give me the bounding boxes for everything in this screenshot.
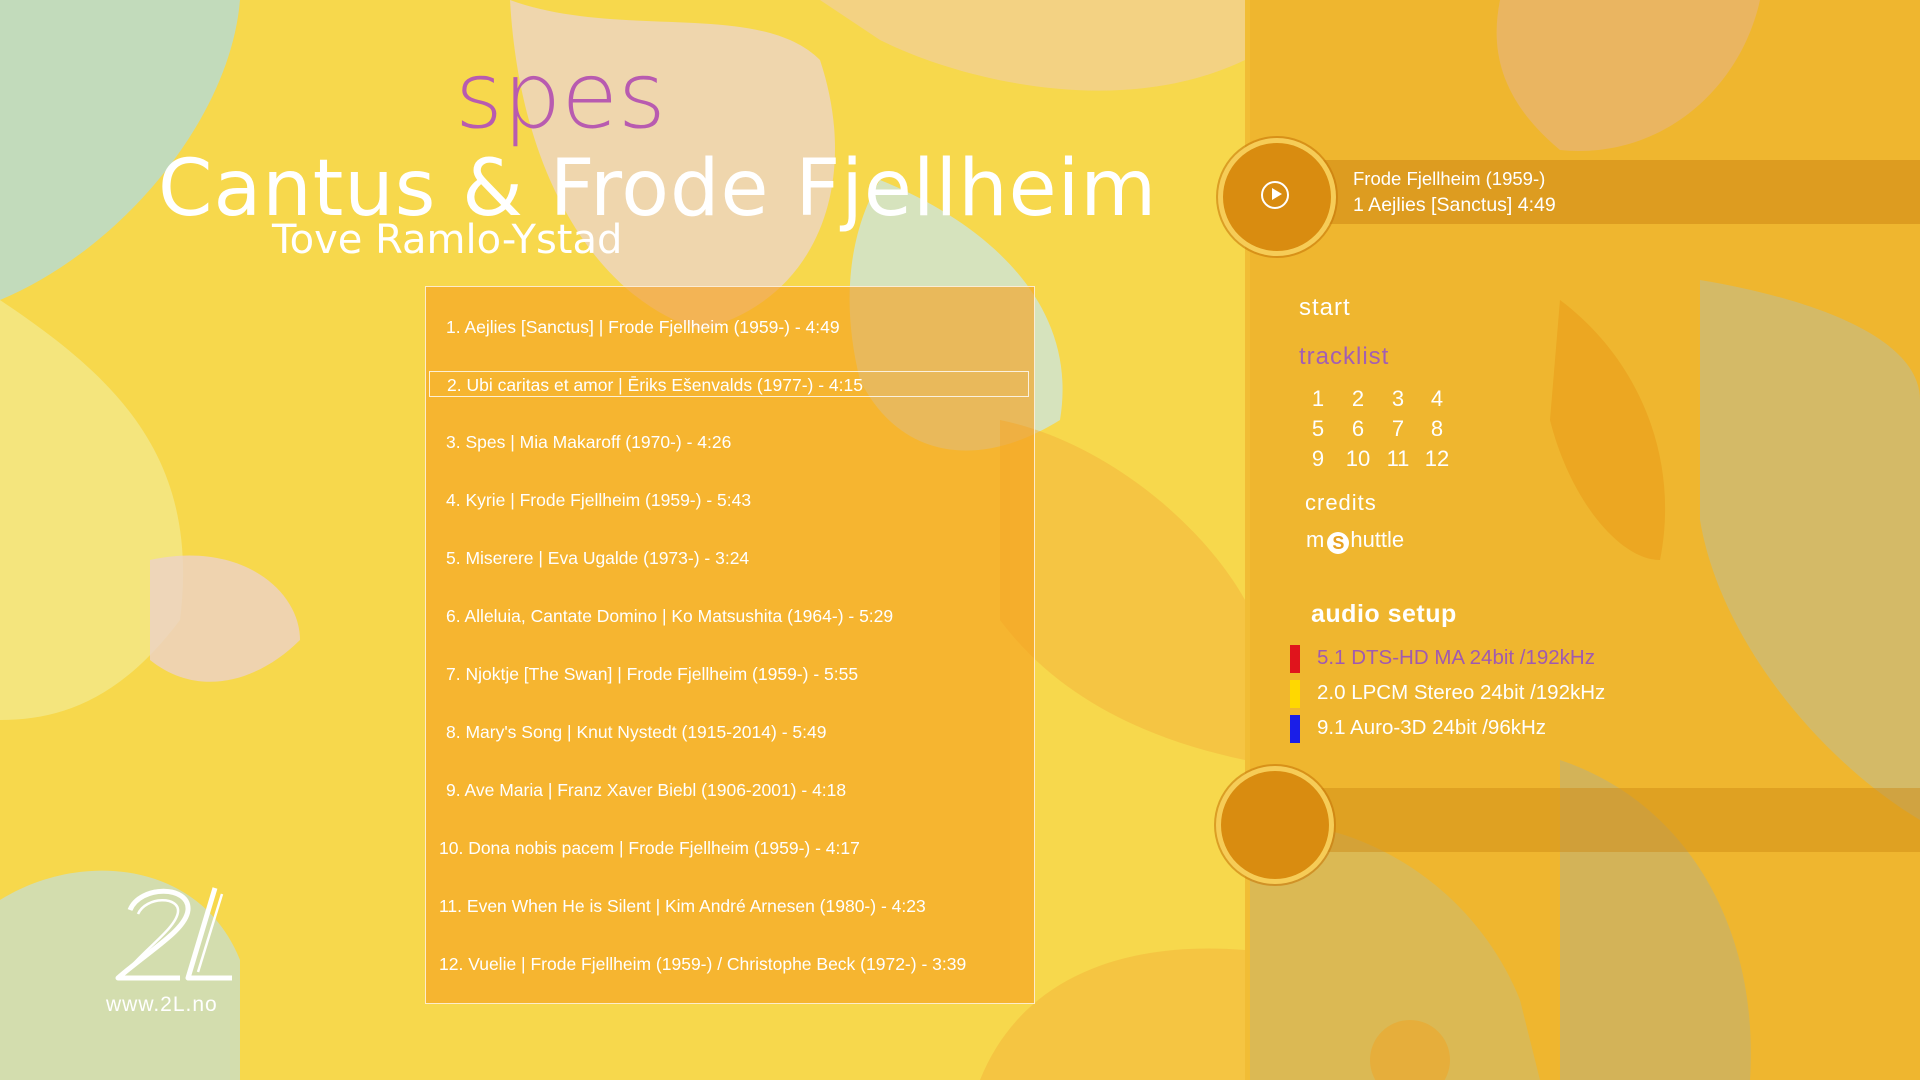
- track-row-9[interactable]: 9. Ave Maria | Franz Xaver Biebl (1906-2…: [446, 780, 847, 800]
- track-number-8[interactable]: 8: [1430, 416, 1444, 441]
- track-row-6[interactable]: 6. Alleluia, Cantate Domino | Ko Matsush…: [446, 606, 894, 626]
- track-number-3[interactable]: 3: [1391, 386, 1405, 411]
- label-url[interactable]: www.2L.no: [106, 993, 218, 1016]
- audio-option-label: 9.1 Auro-3D 24bit /96kHz: [1317, 716, 1547, 739]
- audio-option-dts[interactable]: 5.1 DTS-HD MA 24bit /192kHz: [1290, 643, 1595, 673]
- menu-start[interactable]: start: [1299, 294, 1351, 321]
- track-row-2[interactable]: 2. Ubi caritas et amor | Ēriks Ešenvalds…: [429, 371, 1029, 397]
- track-row-1[interactable]: 1. Aejlies [Sanctus] | Frode Fjellheim (…: [446, 317, 840, 337]
- menu-tracklist[interactable]: tracklist: [1299, 343, 1390, 370]
- album-title: spes: [455, 42, 666, 149]
- soloist-title: Tove Ramlo-Ystad: [272, 217, 623, 263]
- mshuttle-s-icon: S: [1327, 532, 1350, 554]
- track-number-7[interactable]: 7: [1391, 416, 1405, 441]
- track-number-11[interactable]: 11: [1386, 446, 1410, 471]
- track-number-6[interactable]: 6: [1351, 416, 1365, 441]
- track-row-3[interactable]: 3. Spes | Mia Makaroff (1970-) - 4:26: [446, 432, 732, 452]
- now-playing-track: 1 Aejlies [Sanctus] 4:49: [1353, 194, 1556, 216]
- track-number-5[interactable]: 5: [1311, 416, 1325, 441]
- track-number-1[interactable]: 1: [1311, 386, 1325, 411]
- mshuttle-suffix: huttle: [1350, 527, 1405, 552]
- audio-setup-title: audio setup: [1311, 600, 1457, 628]
- now-playing-composer: Frode Fjellheim (1959-): [1353, 168, 1546, 189]
- yellow-swatch-icon: [1290, 679, 1300, 708]
- track-number-12[interactable]: 12: [1424, 446, 1450, 471]
- track-row-11[interactable]: 11. Even When He is Silent | Kim André A…: [439, 896, 926, 916]
- track-number-4[interactable]: 4: [1430, 386, 1444, 411]
- audio-option-label: 5.1 DTS-HD MA 24bit /192kHz: [1317, 646, 1595, 669]
- now-playing-band: [1272, 160, 1920, 224]
- track-row-12[interactable]: 12. Vuelie | Frode Fjellheim (1959-) / C…: [439, 954, 967, 974]
- secondary-disc-button[interactable]: [1216, 766, 1334, 884]
- track-number-2[interactable]: 2: [1351, 386, 1365, 411]
- audio-option-label: 2.0 LPCM Stereo 24bit /192kHz: [1317, 681, 1606, 704]
- track-row-4[interactable]: 4. Kyrie | Frode Fjellheim (1959-) - 5:4…: [446, 490, 752, 510]
- track-row-7[interactable]: 7. Njoktje [The Swan] | Frode Fjellheim …: [446, 664, 859, 684]
- track-number-10[interactable]: 10: [1345, 446, 1371, 471]
- menu-credits[interactable]: credits: [1305, 490, 1377, 515]
- tracklist-panel: 1. Aejlies [Sanctus] | Frode Fjellheim (…: [425, 286, 1035, 1004]
- red-swatch-icon: [1290, 644, 1300, 673]
- secondary-band: [1272, 788, 1920, 852]
- play-circle-icon: [1261, 181, 1289, 209]
- audio-option-auro[interactable]: 9.1 Auro-3D 24bit /96kHz: [1290, 713, 1546, 743]
- blue-swatch-icon: [1290, 714, 1300, 743]
- mshuttle-prefix: m: [1306, 527, 1325, 552]
- audio-option-lpcm[interactable]: 2.0 LPCM Stereo 24bit /192kHz: [1290, 678, 1605, 708]
- 2l-logo: [115, 887, 232, 981]
- track-row-10[interactable]: 10. Dona nobis pacem | Frode Fjellheim (…: [439, 838, 860, 858]
- track-row-5[interactable]: 5. Miserere | Eva Ugalde (1973-) - 3:24: [446, 548, 750, 568]
- track-row-8[interactable]: 8. Mary's Song | Knut Nystedt (1915-2014…: [446, 722, 827, 742]
- artist-title: Cantus & Frode Fjellheim: [158, 144, 1158, 234]
- play-button[interactable]: [1218, 138, 1336, 256]
- track-number-9[interactable]: 9: [1311, 446, 1325, 471]
